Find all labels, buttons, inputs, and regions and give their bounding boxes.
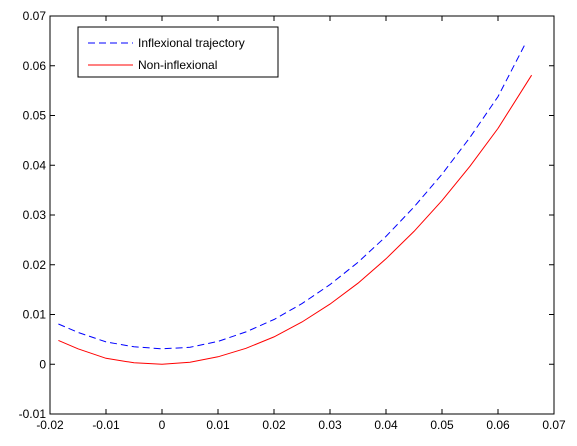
y-tick-label: 0.01 <box>23 308 47 322</box>
x-tick-label: 0.04 <box>374 418 398 432</box>
legend-label-2: Non-inflexional <box>138 58 217 72</box>
x-tick-label: 0.02 <box>262 418 286 432</box>
y-tick-label: -0.01 <box>19 407 47 421</box>
x-tick-label: 0.01 <box>206 418 230 432</box>
x-tick-label: 0.05 <box>430 418 454 432</box>
x-tick-label: 0.03 <box>318 418 342 432</box>
y-tick-label: 0 <box>39 357 46 371</box>
y-tick-label: 0.06 <box>23 59 47 73</box>
plot-background <box>50 16 554 414</box>
axes-layer: -0.02 -0.01 0 0.01 0.02 0.03 0.04 0.05 0.06 0.07-… <box>19 9 566 432</box>
legend-box <box>77 26 279 78</box>
x-tick-label: 0 <box>159 418 166 432</box>
x-tick-label: -0.01 <box>92 418 120 432</box>
y-tick-label: 0.02 <box>23 258 47 272</box>
series-line-1 <box>58 42 527 350</box>
x-tick-label: 0.06 <box>486 418 510 432</box>
x-tick-label: 0.07 <box>542 418 566 432</box>
series-layer <box>58 42 533 365</box>
legend: Inflexional trajectory Non-inflexional <box>77 26 279 78</box>
y-tick-label: 0.05 <box>23 109 47 123</box>
y-tick-label: 0.04 <box>23 158 47 172</box>
y-tick-label: 0.07 <box>23 9 47 23</box>
x-tick-label: -0.02 <box>36 418 64 432</box>
plot-area <box>50 16 554 414</box>
legend-label-1: Inflexional trajectory <box>138 36 245 50</box>
series-line-2 <box>58 74 533 365</box>
y-tick-label: 0.03 <box>23 208 47 222</box>
